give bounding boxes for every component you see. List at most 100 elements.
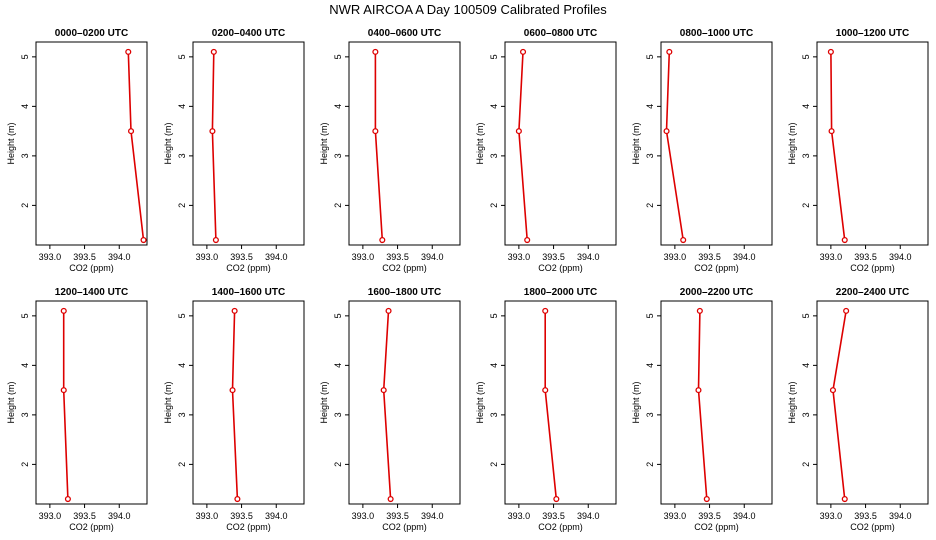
data-point: [841, 495, 848, 503]
y-axis-label: Height (m): [6, 381, 16, 423]
y-tick-label: 2: [801, 203, 811, 208]
data-point: [695, 387, 702, 394]
x-tick-label: 393.5: [230, 511, 253, 521]
plot-frame: [816, 300, 929, 505]
profile-line: [374, 51, 384, 241]
y-tick-label: 2: [645, 203, 655, 208]
x-axis-label: CO2 (ppm): [538, 263, 583, 273]
y-axis-label: Height (m): [475, 122, 485, 164]
y-tick-label: 2: [177, 462, 187, 467]
panel-title: 0800–1000 UTC: [680, 28, 753, 39]
x-tick-label: 394.0: [577, 511, 600, 521]
x-tick-label: 393.5: [386, 511, 409, 521]
data-point: [841, 236, 848, 244]
data-point: [379, 236, 386, 244]
profile-line: [665, 51, 684, 241]
x-axis-label: CO2 (ppm): [850, 263, 895, 273]
y-tick-label: 5: [489, 313, 499, 318]
y-axis-label: Height (m): [631, 381, 641, 423]
x-tick-label: 393.5: [854, 252, 877, 262]
data-point: [519, 48, 527, 55]
y-tick-label: 5: [177, 313, 187, 318]
data-point: [666, 48, 673, 55]
y-tick-label: 3: [177, 412, 187, 417]
panel-title: 0000–0200 UTC: [55, 28, 128, 39]
data-point: [696, 307, 703, 314]
panel-title: 0200–0400 UTC: [212, 28, 285, 39]
plot-frame: [35, 300, 148, 505]
y-tick-label: 3: [20, 412, 30, 417]
y-tick-label: 4: [177, 104, 187, 109]
profile-line: [832, 310, 847, 500]
x-axis-label: CO2 (ppm): [850, 522, 895, 532]
x-tick-label: 393.0: [664, 511, 687, 521]
profile-line: [127, 51, 145, 241]
y-tick-label: 5: [20, 54, 30, 59]
y-axis-label: Height (m): [475, 381, 485, 423]
data-point: [231, 307, 238, 314]
panel-title: 1600–1800 UTC: [368, 287, 441, 298]
y-tick-label: 4: [489, 363, 499, 368]
data-point: [663, 128, 670, 135]
y-tick-label: 3: [489, 412, 499, 417]
y-tick-label: 4: [20, 104, 30, 109]
y-tick-label: 5: [177, 54, 187, 59]
y-tick-label: 2: [333, 462, 343, 467]
panel-title: 2000–2200 UTC: [680, 287, 753, 298]
x-tick-label: 393.0: [352, 252, 375, 262]
y-tick-label: 4: [801, 363, 811, 368]
y-axis-label: Height (m): [787, 122, 797, 164]
y-axis-label: Height (m): [319, 122, 329, 164]
y-tick-label: 2: [489, 203, 499, 208]
data-point: [64, 495, 71, 503]
data-point: [829, 387, 837, 394]
data-point: [140, 236, 147, 244]
x-axis-label: CO2 (ppm): [382, 263, 427, 273]
x-tick-label: 393.5: [698, 252, 721, 262]
y-tick-label: 5: [333, 313, 343, 318]
x-tick-label: 393.0: [352, 511, 375, 521]
x-axis-label: CO2 (ppm): [226, 522, 271, 532]
x-tick-label: 394.0: [577, 252, 600, 262]
y-tick-label: 4: [333, 104, 343, 109]
y-tick-label: 2: [801, 462, 811, 467]
x-tick-label: 393.0: [39, 511, 62, 521]
x-tick-label: 394.0: [421, 511, 444, 521]
x-tick-label: 394.0: [733, 252, 756, 262]
data-point: [553, 495, 560, 503]
data-point: [680, 236, 687, 244]
x-tick-label: 393.0: [508, 511, 531, 521]
y-tick-label: 5: [333, 54, 343, 59]
panel-title: 1800–2000 UTC: [524, 287, 597, 298]
plot-frame: [348, 41, 461, 246]
data-point: [209, 128, 216, 135]
x-tick-label: 393.0: [820, 511, 843, 521]
y-tick-label: 2: [489, 462, 499, 467]
y-tick-label: 2: [177, 203, 187, 208]
y-axis-label: Height (m): [631, 122, 641, 164]
data-point: [127, 128, 135, 135]
x-tick-label: 393.5: [73, 252, 96, 262]
profile-line: [211, 51, 217, 241]
y-tick-label: 3: [645, 153, 655, 158]
profile-line: [830, 51, 846, 241]
x-tick-label: 394.0: [265, 511, 288, 521]
y-tick-label: 2: [645, 462, 655, 467]
plot-frame: [35, 41, 148, 246]
x-tick-label: 393.0: [820, 252, 843, 262]
y-tick-label: 5: [801, 54, 811, 59]
plot-frame: [504, 300, 617, 505]
y-tick-label: 3: [801, 153, 811, 158]
y-tick-label: 2: [20, 462, 30, 467]
x-tick-label: 394.0: [108, 511, 131, 521]
